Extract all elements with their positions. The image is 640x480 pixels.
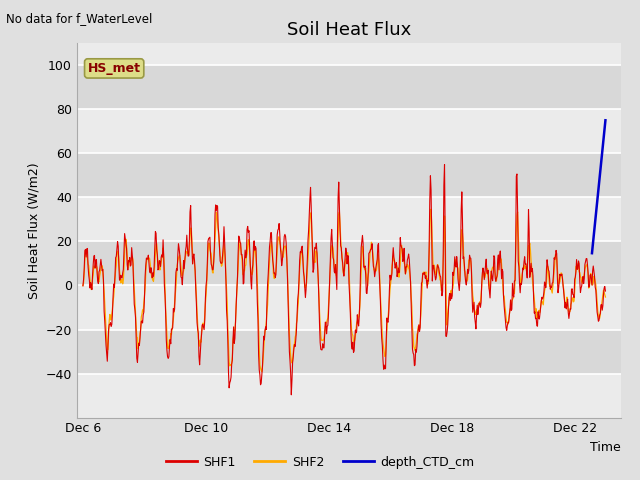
- Bar: [77, 109, 621, 153]
- Bar: [77, 43, 621, 65]
- Bar: [77, 65, 621, 109]
- Text: HS_met: HS_met: [88, 62, 141, 75]
- X-axis label: Time: Time: [590, 441, 621, 454]
- Bar: [77, 197, 621, 241]
- Title: Soil Heat Flux: Soil Heat Flux: [287, 21, 411, 39]
- Bar: [77, 373, 621, 418]
- Bar: [77, 329, 621, 373]
- Bar: [77, 241, 621, 286]
- Text: No data for f_WaterLevel: No data for f_WaterLevel: [6, 12, 153, 25]
- Bar: [77, 286, 621, 329]
- Bar: [77, 153, 621, 197]
- Y-axis label: Soil Heat Flux (W/m2): Soil Heat Flux (W/m2): [27, 162, 40, 299]
- Legend: SHF1, SHF2, depth_CTD_cm: SHF1, SHF2, depth_CTD_cm: [161, 451, 479, 474]
